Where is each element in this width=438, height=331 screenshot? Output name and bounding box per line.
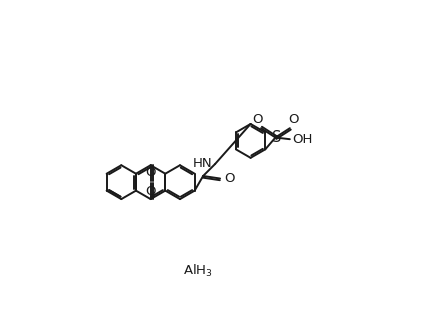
Text: HN: HN (193, 158, 213, 170)
Text: O: O (225, 172, 235, 185)
Text: O: O (252, 113, 262, 126)
Text: O: O (145, 185, 156, 198)
Text: O: O (145, 166, 156, 179)
Text: OH: OH (292, 133, 313, 146)
Text: S: S (272, 130, 281, 145)
Text: O: O (289, 113, 299, 126)
Text: AlH$_3$: AlH$_3$ (184, 263, 213, 279)
